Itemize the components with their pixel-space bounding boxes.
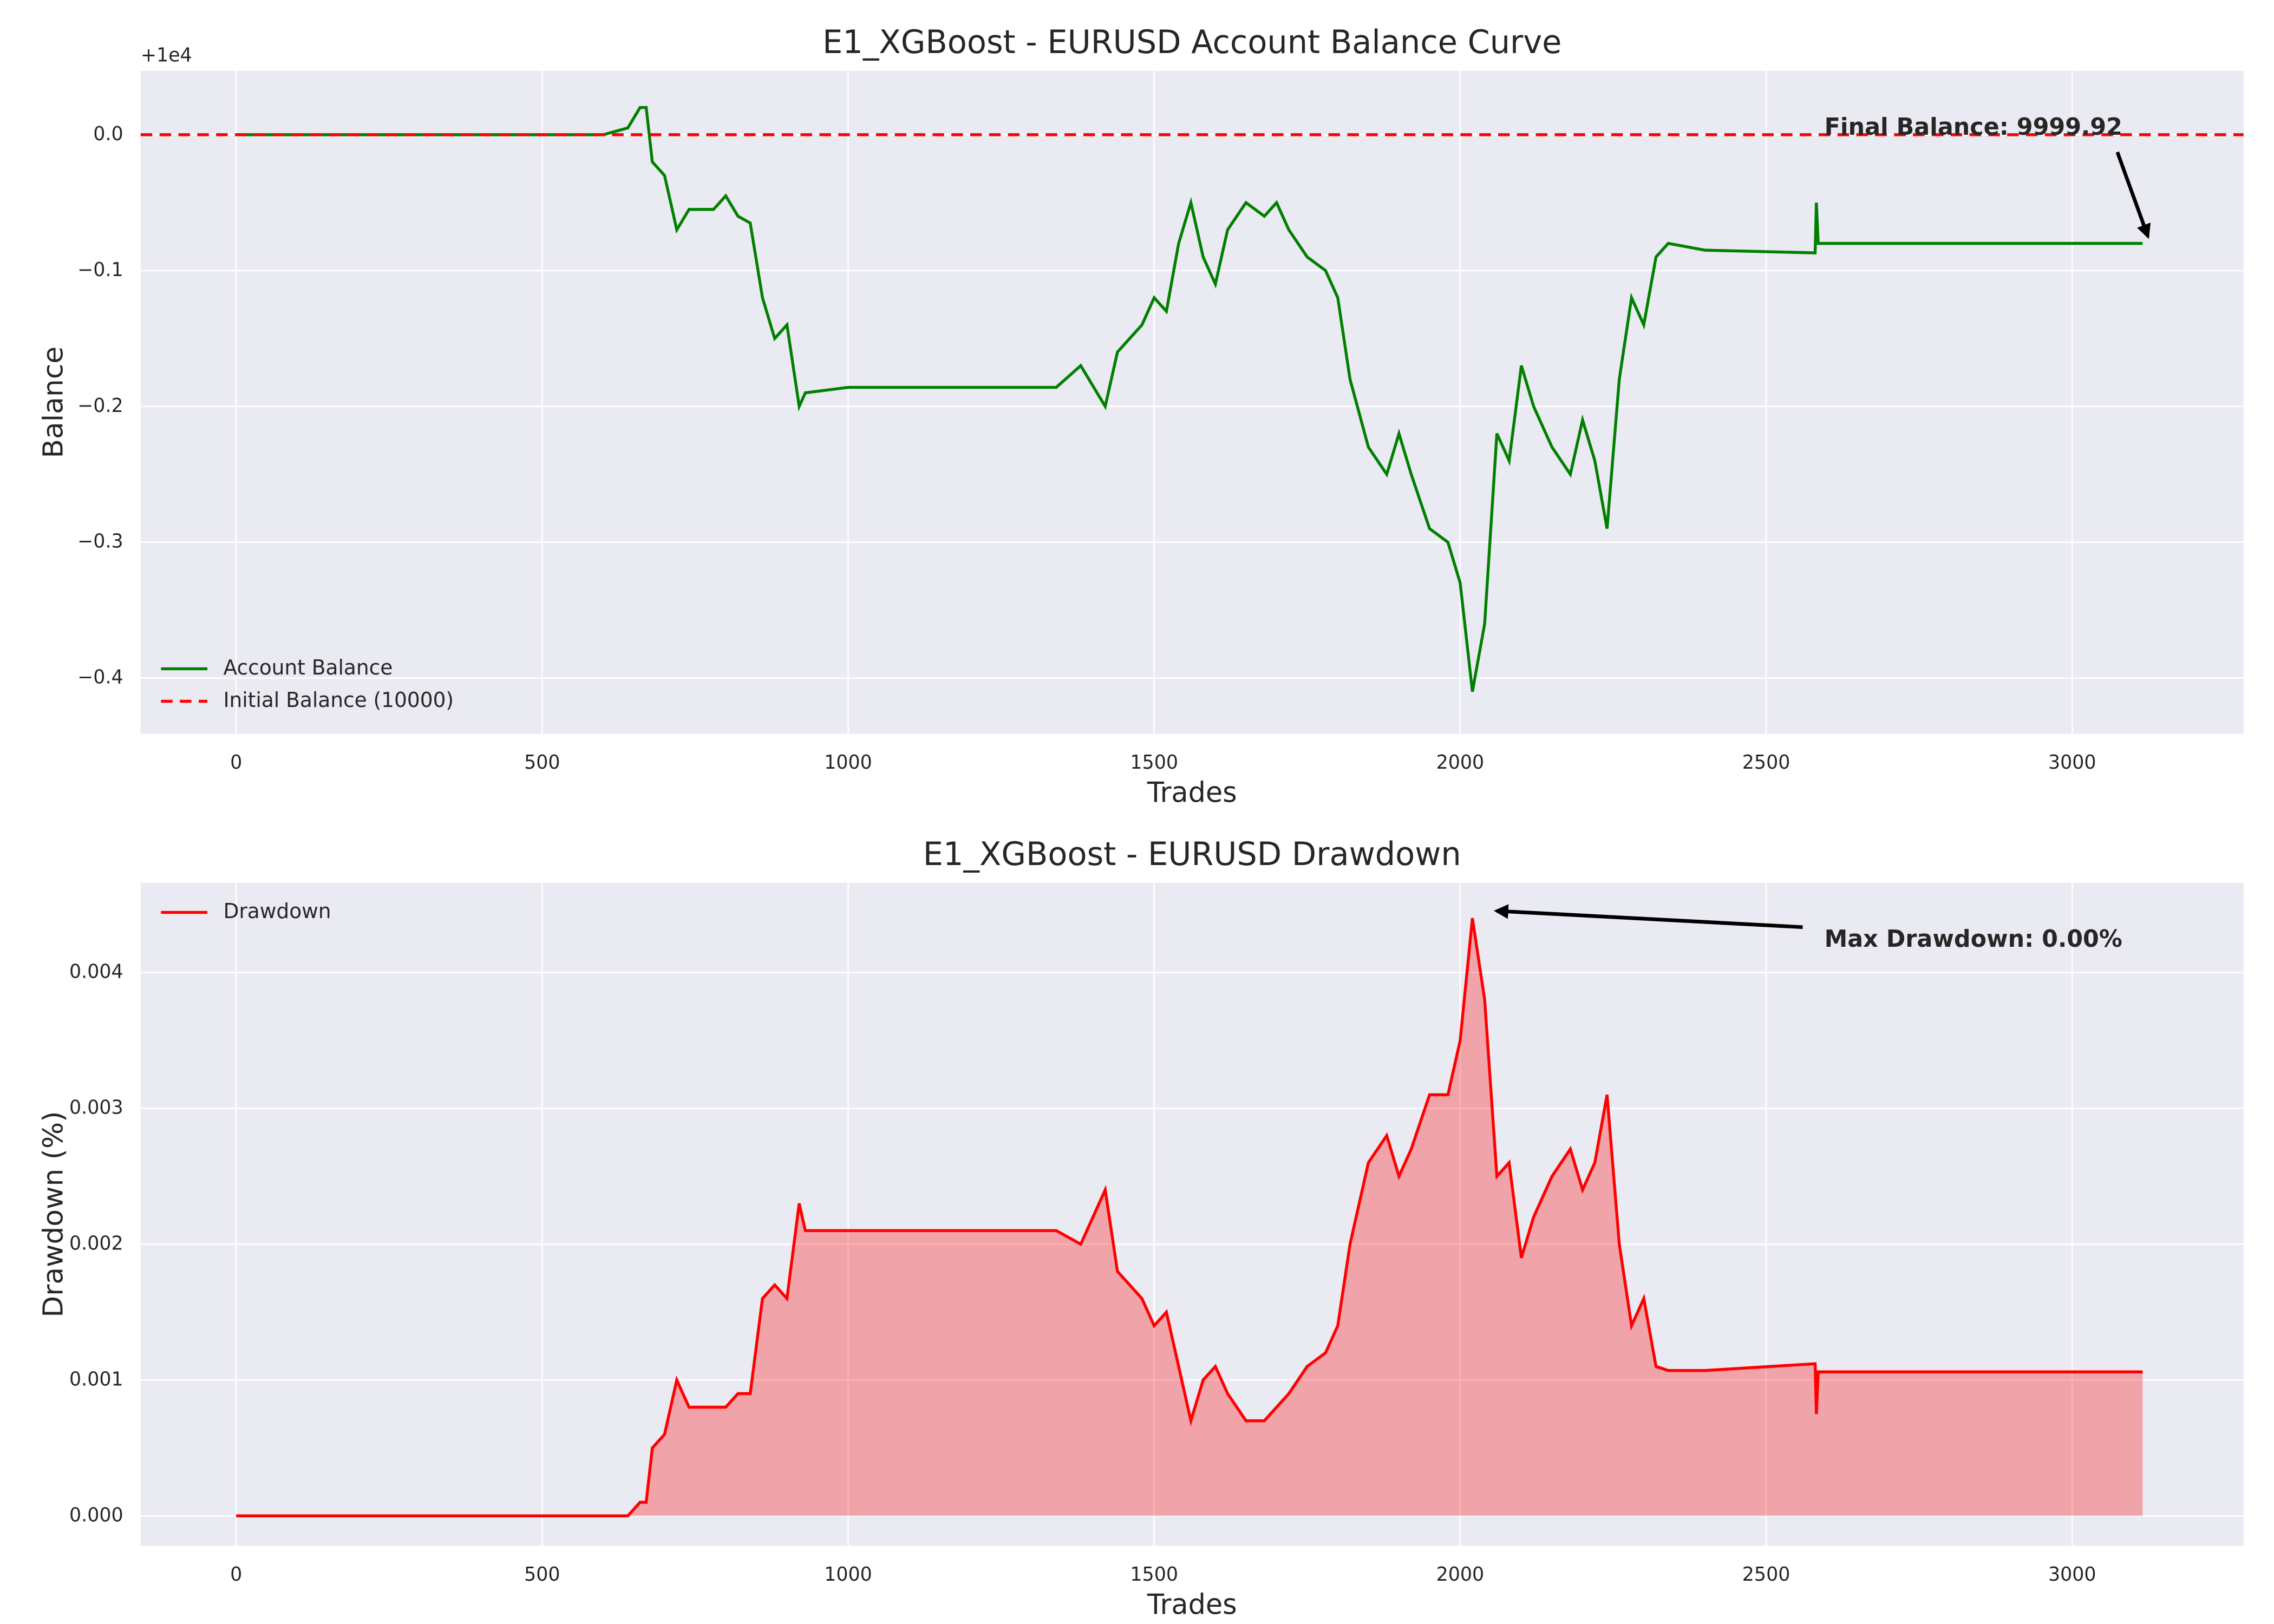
annotation-arrow <box>2115 151 2151 239</box>
x-tick-label: 3000 <box>2048 751 2096 774</box>
x-axis-label: Trades <box>1147 776 1237 809</box>
x-tick-label: 2000 <box>1436 751 1485 774</box>
x-tick-label: 500 <box>524 751 560 774</box>
y-tick-label: −0.3 <box>77 530 123 552</box>
y-tick-label: 0.003 <box>69 1096 123 1118</box>
x-axis-label: Trades <box>1147 1588 1237 1621</box>
legend-label: Initial Balance (10000) <box>224 688 454 712</box>
annotation: Max Drawdown: 0.00% <box>1825 926 2122 953</box>
x-tick-label: 1000 <box>824 1563 872 1586</box>
x-tick-label: 1500 <box>1130 751 1178 774</box>
line <box>236 918 2143 1517</box>
y-tick-label: 0.000 <box>69 1504 123 1526</box>
x-tick-label: 2500 <box>1742 751 1791 774</box>
x-tick-label: 0 <box>230 1563 242 1586</box>
x-tick-label: 3000 <box>2048 1563 2096 1586</box>
chart-title: E1_XGBoost - EURUSD Account Balance Curv… <box>822 24 1561 62</box>
chart-title: E1_XGBoost - EURUSD Drawdown <box>923 836 1461 874</box>
y-axis-label: Drawdown (%) <box>37 1111 69 1318</box>
y-tick-label: −0.1 <box>77 259 123 281</box>
line <box>236 106 2143 692</box>
x-tick-label: 500 <box>524 1563 560 1586</box>
y-tick-label: 0.004 <box>69 960 123 983</box>
annotation: Final Balance: 9999.92 <box>1825 114 2122 141</box>
legend-label: Account Balance <box>224 656 393 679</box>
legend-label: Drawdown <box>224 899 331 923</box>
y-tick-label: −0.2 <box>77 395 123 417</box>
x-tick-label: 2000 <box>1436 1563 1485 1586</box>
plot-area <box>140 70 2244 734</box>
x-tick-label: 2500 <box>1742 1563 1791 1586</box>
y-tick-label: 0.002 <box>69 1232 123 1254</box>
y-tick-label: 0.0 <box>93 123 123 145</box>
annotation-arrow <box>1493 904 1803 929</box>
x-tick-label: 0 <box>230 751 242 774</box>
x-tick-label: 1500 <box>1130 1563 1178 1586</box>
y-tick-label: −0.4 <box>77 666 123 688</box>
x-tick-label: 1000 <box>824 751 872 774</box>
area-fill <box>236 918 2143 1516</box>
axis-offset: +1e4 <box>141 44 192 66</box>
plot-area <box>140 882 2244 1546</box>
y-tick-label: 0.001 <box>69 1368 123 1390</box>
y-axis-label: Balance <box>37 346 69 459</box>
